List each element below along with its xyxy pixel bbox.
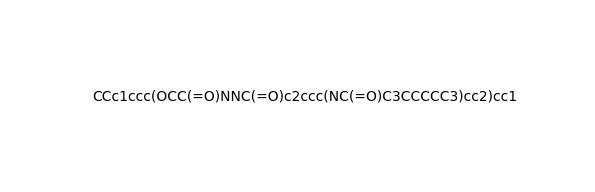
Text: CCc1ccc(OCC(=O)NNC(=O)c2ccc(NC(=O)C3CCCCC3)cc2)cc1: CCc1ccc(OCC(=O)NNC(=O)c2ccc(NC(=O)C3CCCC… xyxy=(92,90,518,104)
